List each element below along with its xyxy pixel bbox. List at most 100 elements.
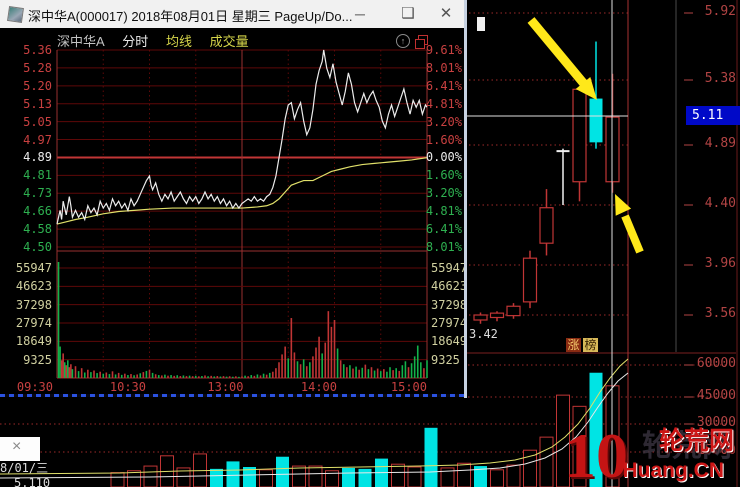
volume-axis-label: 27974: [15, 315, 52, 330]
percent-axis-label: 1.60%: [425, 132, 462, 147]
price-axis-label: 5.28: [23, 60, 52, 75]
price-axis-label: 4.97: [23, 132, 52, 147]
intraday-chart[interactable]: [0, 0, 467, 398]
percent-axis-label: 1.60%: [425, 168, 462, 183]
time-axis-label: 09:30: [16, 380, 53, 394]
daily-volume-axis-label: 30000: [696, 415, 736, 430]
daily-candle-up: [473, 314, 488, 321]
watermark-ghost-text: 轮荒网: [642, 430, 732, 463]
watermark-domain: Huang.CN: [622, 459, 725, 482]
scroll-up-icon[interactable]: ↑: [396, 34, 410, 48]
daily-candle-up: [539, 207, 554, 244]
daily-volume-bar: [127, 470, 141, 487]
percent-axis-label: 8.01%: [425, 60, 462, 75]
daily-candle-up: [522, 257, 538, 303]
popup-resize-border[interactable]: [0, 394, 464, 397]
volume-axis-label: 18649: [431, 334, 468, 349]
percent-axis-label: 4.81%: [425, 204, 462, 219]
daily-price-axis-label: 4.89: [704, 136, 736, 151]
daily-price-axis-label: 5.92: [704, 4, 736, 19]
price-axis-label: 5.20: [23, 78, 52, 93]
maximize-button[interactable]: ❑: [401, 5, 415, 22]
daily-volume-bar: [424, 427, 438, 487]
low-price-annotation: 3.42: [469, 327, 498, 341]
daily-volume-bar: [407, 466, 422, 487]
daily-candle-up: [489, 312, 505, 319]
daily-volume-axis-label: 60000: [696, 356, 736, 371]
popup-titlebar[interactable]: 深中华A(000017) 2018年08月01日 星期三 PageUp/Do..…: [0, 0, 467, 28]
price-axis-label: 4.58: [23, 222, 52, 237]
daily-volume-bar: [556, 394, 570, 487]
average-price-line: [56, 157, 428, 225]
daily-price-axis-label: 4.40: [704, 196, 736, 211]
daily-volume-axis-label: 45000: [696, 388, 736, 403]
tab-minute-chart[interactable]: 分时: [122, 34, 149, 49]
price-axis-label: 4.50: [23, 240, 52, 254]
time-axis-label: 14:00: [300, 380, 337, 394]
percent-axis-label: 8.01%: [425, 240, 462, 254]
badge-zhang[interactable]: 涨: [566, 338, 581, 352]
percent-axis-label: 3.20%: [425, 186, 462, 201]
crosshair-price-label: 5.11: [686, 106, 740, 125]
volume-axis-label: 55947: [15, 260, 52, 275]
daily-candle-up: [506, 305, 521, 317]
daily-volume-bar: [210, 468, 223, 487]
daily-volume-bar: [308, 465, 323, 487]
volume-axis-label: 9325: [431, 352, 460, 367]
daily-price-axis-label: 3.96: [704, 256, 736, 271]
daily-volume-bar: [243, 467, 256, 487]
chart-header: 深中华A 分时 均线 成交量: [57, 31, 263, 50]
corner-popup-fragment: ×: [0, 437, 40, 461]
daily-volume-bar: [391, 463, 405, 487]
watermark: 轮荒网 10 轮荒网 Huang.CN: [510, 407, 740, 487]
close-icon[interactable]: ×: [12, 438, 22, 455]
daily-volume-bar: [342, 467, 355, 487]
time-axis-label: 15:00: [390, 380, 427, 394]
daily-volume-bar: [259, 469, 273, 487]
daily-volume-bar: [457, 462, 471, 487]
crosshair-date-label: 8/01/三: [0, 461, 49, 475]
watermark-site-name: 轮荒网: [658, 427, 734, 455]
volume-ma-white-line: [0, 372, 629, 479]
percent-axis-label: 6.41%: [425, 222, 462, 237]
daily-candle-down: [589, 98, 603, 143]
tab-volume[interactable]: 成交量: [209, 34, 249, 49]
price-line: [56, 49, 428, 225]
daily-volume-bar: [572, 405, 587, 487]
percent-axis-label: 0.00%: [425, 150, 462, 165]
volume-axis-label: 37298: [15, 297, 52, 312]
tab-average-line[interactable]: 均线: [165, 34, 192, 49]
percent-axis-label: 3.20%: [425, 114, 462, 129]
time-axis-label: 10:30: [109, 380, 146, 394]
volume-axis-label: 37298: [431, 297, 468, 312]
price-axis-label: 4.89: [23, 150, 52, 165]
background-window-fragment: [477, 17, 485, 31]
price-axis-label: 4.66: [23, 204, 52, 219]
daily-volume-bar: [589, 372, 603, 487]
minimize-button[interactable]: ─: [355, 6, 365, 22]
crosshair-price-corner-label: 5.110: [14, 476, 51, 487]
daily-volume-bar: [292, 465, 306, 487]
daily-volume-bar: [523, 449, 537, 487]
volume-axis-label: 18649: [15, 334, 52, 349]
time-axis-label: 13:00: [207, 380, 244, 394]
price-axis-label: 5.36: [23, 43, 52, 57]
daily-price-axis-label: 3.56: [704, 306, 736, 321]
daily-volume-bar: [276, 456, 289, 487]
daily-price-axis-label: 5.38: [704, 71, 736, 86]
price-axis-label: 5.13: [23, 96, 52, 111]
popup-right-border: [464, 0, 467, 398]
volume-axis-label: 55947: [431, 260, 468, 275]
restore-layout-icon[interactable]: [415, 35, 428, 49]
close-button[interactable]: ✕: [439, 5, 453, 22]
percent-axis-label: 6.41%: [425, 78, 462, 93]
volume-ma-yellow-line: [0, 358, 629, 475]
volume-axis-label: 46623: [15, 279, 52, 294]
intraday-popup-window[interactable]: 深中华A(000017) 2018年08月01日 星期三 PageUp/Do..…: [0, 0, 467, 398]
price-axis-label: 4.81: [23, 168, 52, 183]
daily-volume-bar: [474, 466, 487, 487]
badge-bang[interactable]: 榜: [583, 338, 598, 352]
price-axis-label: 4.73: [23, 186, 52, 201]
volume-axis-label: 46623: [431, 279, 468, 294]
